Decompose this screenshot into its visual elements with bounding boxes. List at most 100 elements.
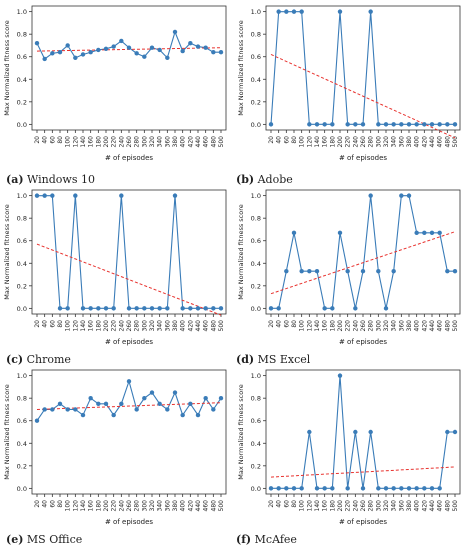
x-tick-label: 440 bbox=[429, 500, 436, 512]
x-tick-label: 400 bbox=[414, 320, 421, 332]
data-point bbox=[88, 395, 93, 401]
data-point bbox=[111, 412, 116, 418]
x-tick-label: 340 bbox=[157, 500, 164, 512]
x-tick-label: 120 bbox=[306, 136, 313, 148]
x-tick-label: 420 bbox=[187, 136, 194, 148]
data-point bbox=[307, 268, 312, 274]
x-tick-label: 320 bbox=[149, 136, 156, 148]
x-tick-label: 480 bbox=[444, 320, 451, 332]
x-tick-label: 220 bbox=[345, 500, 352, 512]
data-point bbox=[172, 390, 178, 395]
x-tick-label: 240 bbox=[352, 320, 359, 332]
data-point bbox=[291, 230, 297, 236]
data-point bbox=[57, 401, 63, 407]
x-tick-label: 260 bbox=[360, 500, 367, 512]
data-point bbox=[353, 306, 358, 311]
x-tick-label: 260 bbox=[360, 320, 367, 332]
chart-panel-mcafee: 0.0 0.2 0.4 0.6 0.8 1.0 20 40 60 80 100 120 140 160 18… bbox=[234, 364, 466, 534]
x-tick-label: 180 bbox=[95, 320, 102, 332]
x-tick-label: 280 bbox=[134, 500, 141, 512]
y-axis-label: Max Normalized fitness score bbox=[3, 384, 11, 480]
x-tick-label: 60 bbox=[49, 136, 56, 144]
x-tick-label: 120 bbox=[72, 320, 79, 332]
data-point bbox=[172, 29, 178, 35]
x-tick-label: 180 bbox=[329, 136, 336, 148]
series-line bbox=[36, 30, 221, 60]
x-tick-label: 140 bbox=[80, 136, 87, 148]
y-tick-label: 1.0 bbox=[251, 192, 261, 200]
chart-panel-chrome: 0.0 0.2 0.4 0.6 0.8 1.0 20 40 60 80 100 120 140 160 18… bbox=[0, 184, 232, 354]
data-point bbox=[299, 268, 304, 274]
y-tick-label: 0.0 bbox=[251, 485, 261, 493]
data-point bbox=[399, 193, 404, 198]
x-tick-label: 400 bbox=[414, 500, 421, 512]
data-point bbox=[429, 486, 435, 491]
data-point bbox=[103, 401, 109, 407]
x-axis-label: # of episodes bbox=[105, 518, 153, 526]
series-line bbox=[270, 11, 455, 125]
x-tick-label: 420 bbox=[421, 136, 428, 148]
x-tick-label: 180 bbox=[95, 500, 102, 512]
x-tick-label: 20 bbox=[34, 500, 41, 508]
data-point bbox=[437, 486, 442, 491]
data-point bbox=[96, 306, 101, 311]
data-point bbox=[188, 306, 193, 311]
x-tick-label: 80 bbox=[291, 500, 298, 508]
data-point bbox=[414, 230, 419, 236]
x-tick-label: 380 bbox=[172, 500, 179, 512]
x-tick-label: 420 bbox=[187, 500, 194, 512]
data-point bbox=[452, 268, 458, 274]
x-tick-label: 360 bbox=[398, 500, 405, 512]
data-point bbox=[284, 486, 289, 491]
caption-ms-excel: (d) MS Excel bbox=[236, 353, 311, 366]
data-point bbox=[96, 401, 101, 407]
x-tick-label: 260 bbox=[126, 320, 133, 332]
data-point bbox=[157, 401, 162, 407]
data-point bbox=[383, 122, 389, 127]
x-tick-label: 160 bbox=[88, 320, 95, 332]
data-point bbox=[383, 306, 389, 311]
x-tick-label: 160 bbox=[322, 320, 329, 332]
x-tick-label: 300 bbox=[375, 136, 382, 148]
x-tick-label: 500 bbox=[218, 500, 225, 512]
x-tick-label: 400 bbox=[180, 320, 187, 332]
data-point bbox=[172, 193, 178, 198]
series-line bbox=[271, 375, 455, 489]
y-tick-label: 0.4 bbox=[17, 260, 27, 268]
data-point bbox=[149, 390, 155, 395]
y-tick-label: 0.8 bbox=[17, 215, 27, 223]
data-point bbox=[218, 395, 224, 401]
data-point bbox=[360, 486, 366, 491]
data-point bbox=[165, 407, 170, 412]
data-point bbox=[314, 122, 320, 127]
y-tick-label: 0.0 bbox=[17, 485, 27, 493]
data-point bbox=[142, 395, 147, 401]
data-point bbox=[134, 407, 139, 412]
data-point bbox=[299, 9, 304, 14]
data-point bbox=[376, 122, 381, 127]
x-tick-label: 20 bbox=[34, 136, 41, 144]
data-point bbox=[134, 306, 139, 311]
x-tick-label: 200 bbox=[337, 320, 344, 332]
data-point bbox=[50, 51, 55, 56]
y-tick-label: 0.8 bbox=[17, 395, 27, 403]
data-point bbox=[80, 306, 86, 311]
x-tick-label: 420 bbox=[421, 500, 428, 512]
data-point bbox=[391, 122, 396, 127]
data-point bbox=[314, 268, 320, 274]
data-point bbox=[360, 268, 366, 274]
x-tick-label: 160 bbox=[322, 136, 329, 148]
plot-frame bbox=[265, 189, 461, 315]
data-point bbox=[422, 122, 427, 127]
x-tick-label: 320 bbox=[383, 136, 390, 148]
y-axis-label: Max Normalized fitness score bbox=[3, 204, 11, 300]
y-tick-label: 0.6 bbox=[251, 237, 261, 245]
y-tick-label: 0.4 bbox=[17, 76, 27, 84]
data-point bbox=[218, 306, 224, 311]
data-point bbox=[211, 407, 216, 412]
x-tick-label: 440 bbox=[429, 320, 436, 332]
y-tick-label: 0.2 bbox=[17, 462, 27, 470]
data-point bbox=[337, 9, 343, 14]
data-point bbox=[73, 193, 78, 198]
data-point bbox=[180, 412, 185, 418]
